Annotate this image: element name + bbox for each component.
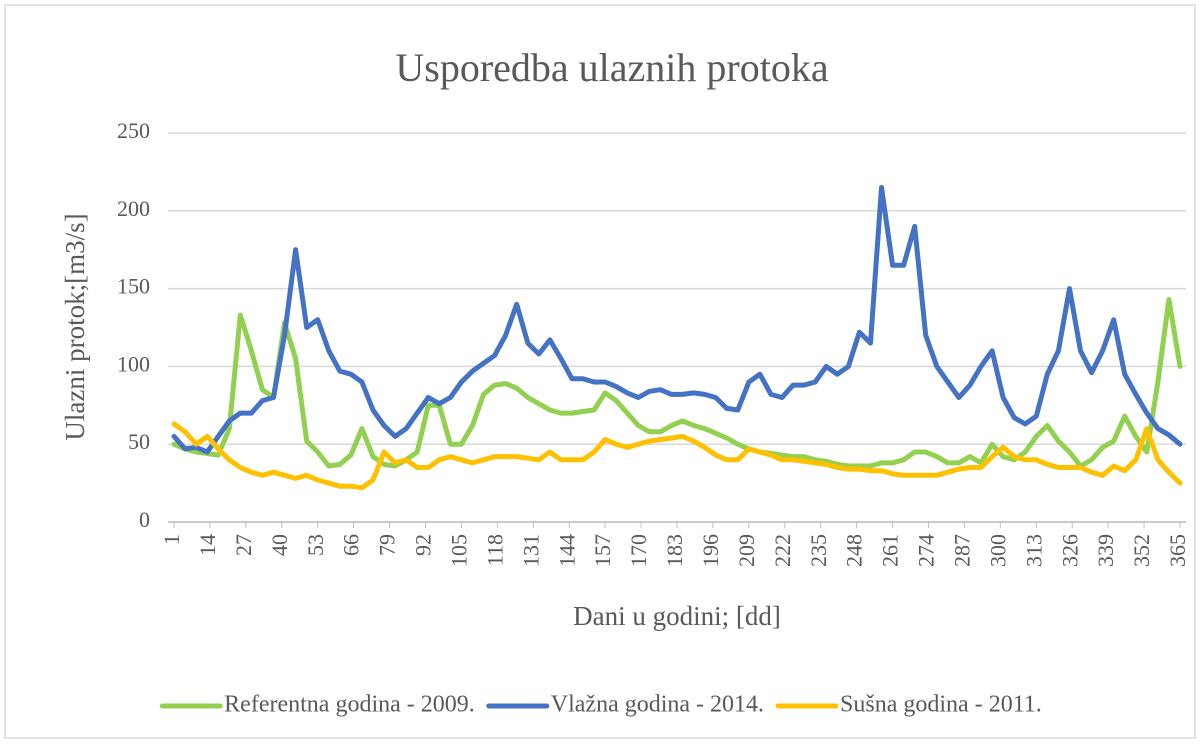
x-tick-label: 14 [195,534,220,556]
x-tick-label: 235 [806,534,831,567]
x-tick-label: 144 [554,534,579,567]
x-tick-label: 53 [303,534,328,556]
x-tick-label: 248 [842,534,867,567]
y-tick-label: 100 [117,351,150,376]
y-axis-label: Ulazni protok;[m3/s] [60,213,90,440]
x-tick-label: 274 [914,534,939,567]
x-tick-label: 157 [590,534,615,567]
legend-label: Vlažna godina - 2014. [551,692,764,718]
x-tick-label: 352 [1129,534,1154,567]
x-axis-label: Dani u godini; [dd] [573,601,781,631]
chart-title: Usporedba ulaznih protoka [395,45,828,90]
x-tick-label: 209 [734,534,759,567]
y-tick-label: 250 [117,118,150,143]
x-tick-label: 365 [1165,534,1190,567]
x-tick-label: 313 [1021,534,1046,567]
y-tick-label: 50 [128,429,150,454]
x-tick-label: 222 [770,534,795,567]
y-tick-label: 200 [117,196,150,221]
x-tick-label: 183 [662,534,687,567]
x-tick-label: 339 [1093,534,1118,567]
y-tick-label: 150 [117,274,150,299]
x-tick-label: 40 [267,534,292,556]
x-tick-label: 105 [446,534,471,567]
x-tick-label: 92 [411,534,436,556]
x-tick-label: 79 [375,534,400,556]
x-tick-label: 287 [949,534,974,567]
x-tick-label: 66 [339,534,364,556]
x-tick-label: 261 [878,534,903,567]
x-tick-label: 1 [159,534,184,545]
x-tick-label: 118 [482,534,507,566]
x-tick-label: 27 [231,534,256,556]
x-tick-label: 326 [1057,534,1082,567]
x-tick-label: 196 [698,534,723,567]
x-tick-label: 170 [626,534,651,567]
legend-label: Sušna godina - 2011. [840,692,1042,718]
y-tick-label: 0 [139,507,150,532]
x-tick-label: 300 [985,534,1010,567]
x-tick-label: 131 [518,534,543,567]
series-line [171,297,1183,469]
legend-label: Referentna godina - 2009. [224,692,475,718]
series-line [171,421,1183,491]
series-line [171,185,1183,455]
